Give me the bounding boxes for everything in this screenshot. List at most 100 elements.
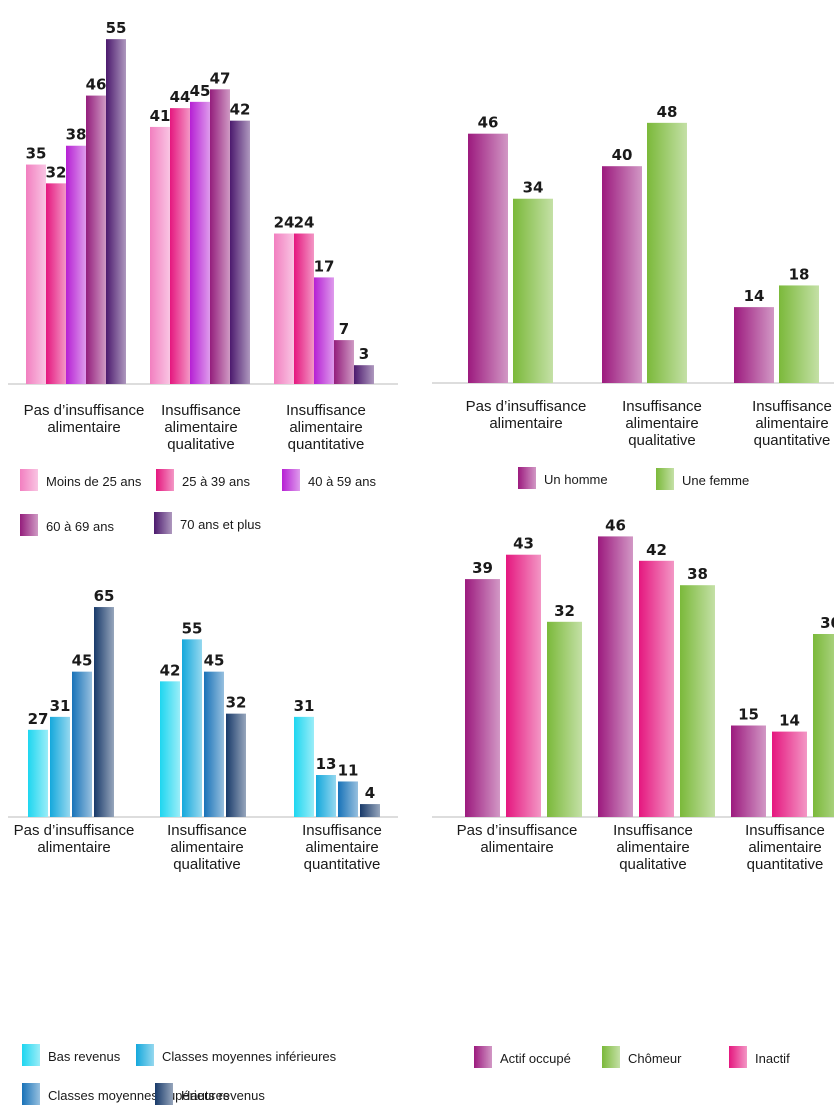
- bar: [294, 233, 314, 384]
- legend: Moins de 25 ans 25 à 39 ans 40 à 59 ans 60 …: [20, 469, 376, 536]
- data-label: 13: [316, 755, 337, 773]
- category-label: Pas d’insuffisance alimentaire: [24, 402, 145, 436]
- legend-label: 25 à 39 ans: [182, 474, 250, 489]
- data-label: 55: [106, 19, 127, 37]
- data-label: 47: [210, 69, 231, 87]
- data-label: 38: [66, 126, 87, 144]
- data-label: 17: [314, 257, 335, 275]
- data-label: 31: [294, 697, 315, 715]
- legend-label: 60 à 69 ans: [46, 519, 114, 534]
- bar: [160, 681, 180, 817]
- bar: [230, 120, 250, 384]
- legend-swatch: [20, 469, 38, 491]
- category-label: Insuffisance alimentaire qualitative: [161, 402, 241, 453]
- data-label: 32: [554, 602, 575, 620]
- legend-swatch: [154, 512, 172, 534]
- data-label: 46: [605, 516, 626, 534]
- data-label: 46: [86, 76, 107, 94]
- data-label: 65: [94, 587, 115, 605]
- legend: Actif occupé Chômeur Inactif: [474, 1046, 790, 1068]
- bar: [465, 579, 500, 817]
- data-label: 55: [182, 619, 203, 637]
- bar: [28, 729, 48, 817]
- legend-label: Classes moyennes inférieures: [162, 1049, 337, 1064]
- legend-label: 70 ans et plus: [180, 517, 261, 532]
- data-label: 45: [190, 82, 211, 100]
- category-label: Insuffisance alimentaire quantitative: [302, 822, 382, 873]
- data-label: 32: [226, 694, 247, 712]
- legend: Bas revenus Classes moyennes inférieures C…: [22, 1044, 337, 1105]
- data-label: 24: [294, 214, 315, 232]
- bar: [513, 198, 553, 383]
- bar: [314, 277, 334, 384]
- bar: [316, 775, 336, 817]
- data-label: 14: [779, 712, 800, 730]
- bar: [26, 164, 46, 384]
- legend-label: Classes moyennes supérieures: [48, 1088, 230, 1103]
- data-label: 3: [359, 345, 369, 363]
- category-label: Pas d’insuffisance alimentaire: [14, 822, 135, 856]
- category-label: Insuffisance alimentaire qualitative: [167, 822, 247, 873]
- bar: [182, 639, 202, 817]
- legend: Un homme Une femme: [518, 467, 749, 490]
- category-label: Insuffisance alimentaire qualitative: [622, 398, 702, 449]
- bar: [72, 671, 92, 817]
- bar: [106, 39, 126, 385]
- data-label: 42: [230, 101, 251, 119]
- bar: [170, 108, 190, 385]
- bar: [547, 621, 582, 817]
- legend-swatch: [20, 514, 38, 536]
- data-label: 40: [612, 146, 633, 164]
- data-label: 32: [46, 163, 67, 181]
- chart-4: 39 43 32 Pas d’insuffisance alimentaire 46 42 3…: [432, 516, 834, 1068]
- data-label: 39: [472, 559, 493, 577]
- category-label: Pas d’insuffisance alimentaire: [466, 398, 587, 432]
- legend-swatch: [155, 1083, 173, 1105]
- bar: [731, 725, 766, 817]
- bar: [86, 95, 106, 384]
- data-label: 43: [513, 535, 534, 553]
- legend-swatch: [474, 1046, 492, 1068]
- data-label: 44: [170, 88, 191, 106]
- category-label: Insuffisance alimentaire quantitative: [752, 398, 832, 449]
- data-label: 31: [50, 697, 71, 715]
- data-label: 42: [646, 541, 667, 559]
- data-label: 30: [820, 614, 834, 632]
- bar: [190, 101, 210, 384]
- bar: [772, 731, 807, 817]
- legend-label: Moins de 25 ans: [46, 474, 142, 489]
- data-label: 35: [26, 145, 47, 163]
- legend-label: Une femme: [682, 473, 749, 488]
- legend-swatch: [22, 1044, 40, 1066]
- legend-swatch: [22, 1083, 40, 1105]
- legend-swatch: [282, 469, 300, 491]
- bar: [150, 126, 170, 385]
- legend-label: 40 à 59 ans: [308, 474, 376, 489]
- legend-swatch: [518, 467, 536, 489]
- bar: [602, 166, 642, 383]
- legend-label: Actif occupé: [500, 1051, 571, 1066]
- bar: [506, 554, 541, 817]
- bar: [50, 716, 70, 817]
- category-label: Pas d’insuffisance alimentaire: [457, 822, 578, 856]
- legend-swatch: [729, 1046, 747, 1068]
- data-label: 27: [28, 710, 49, 728]
- data-label: 4: [365, 784, 375, 802]
- bar: [598, 536, 633, 817]
- legend-label: Bas revenus: [48, 1049, 121, 1064]
- bar: [639, 560, 674, 817]
- chart-2: 46 34 Pas d’insuffisance alimentaire 40 48 Ins…: [432, 103, 834, 490]
- data-label: 18: [789, 265, 810, 283]
- legend-label: Chômeur: [628, 1051, 682, 1066]
- data-label: 48: [657, 103, 678, 121]
- data-label: 34: [523, 179, 544, 197]
- bar: [204, 671, 224, 817]
- bar: [210, 89, 230, 384]
- bar: [274, 233, 294, 384]
- bar: [338, 781, 358, 817]
- bar: [468, 133, 508, 383]
- bar: [813, 634, 834, 817]
